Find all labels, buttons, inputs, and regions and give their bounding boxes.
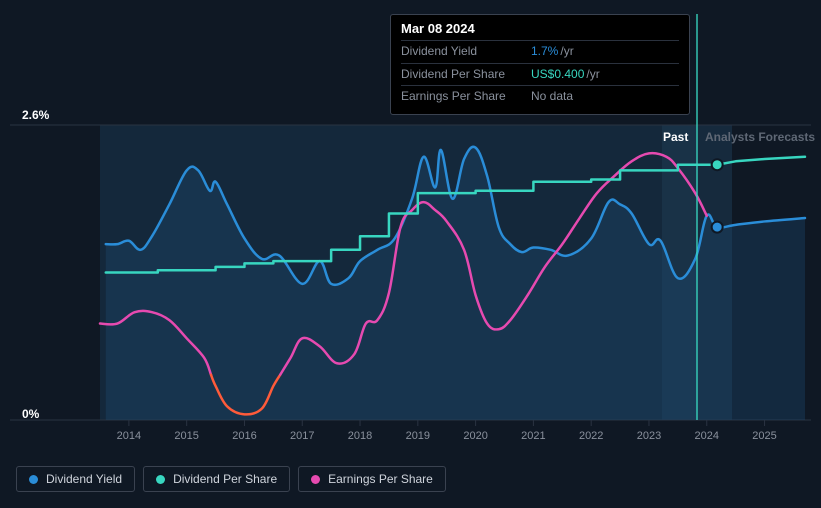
x-tick-label: 2024 [695, 430, 719, 442]
x-tick-label: 2019 [406, 430, 430, 442]
dividend-chart: 2.6% 0% Past Analysts Forecasts 2014 2015… [0, 0, 821, 508]
x-tick-label: 2018 [348, 430, 372, 442]
section-label-forecasts: Analysts Forecasts [705, 130, 815, 144]
section-label-past: Past [663, 130, 688, 144]
legend-label: Dividend Yield [46, 472, 122, 486]
tooltip-date: Mar 08 2024 [401, 21, 679, 40]
y-axis-min-label: 0% [22, 407, 39, 421]
legend-item-dividend-yield[interactable]: Dividend Yield [16, 466, 135, 492]
x-tick-label: 2022 [579, 430, 603, 442]
legend-dot-icon [311, 475, 320, 484]
tooltip-row-value: No data [531, 89, 573, 105]
tooltip-row-label: Dividend Per Share [401, 67, 531, 83]
tooltip-row-label: Dividend Yield [401, 44, 531, 60]
tooltip-row-unit: /yr [586, 67, 599, 83]
x-tick-label: 2015 [174, 430, 198, 442]
legend: Dividend Yield Dividend Per Share Earnin… [16, 466, 446, 492]
legend-item-dividend-per-share[interactable]: Dividend Per Share [143, 466, 290, 492]
y-axis-max-label: 2.6% [22, 108, 49, 122]
x-tick-label: 2025 [752, 430, 776, 442]
x-tick-label: 2020 [463, 430, 487, 442]
tooltip-row-unit: /yr [560, 44, 573, 60]
x-tick-label: 2017 [290, 430, 314, 442]
legend-label: Dividend Per Share [173, 472, 277, 486]
x-tick-label: 2016 [232, 430, 256, 442]
x-tick-label: 2021 [521, 430, 545, 442]
legend-item-earnings-per-share[interactable]: Earnings Per Share [298, 466, 446, 492]
tooltip-row-value: 1.7% [531, 44, 558, 60]
tooltip-row-value: US$0.400 [531, 67, 584, 83]
legend-dot-icon [29, 475, 38, 484]
legend-label: Earnings Per Share [328, 472, 433, 486]
tooltip-row-label: Earnings Per Share [401, 89, 531, 105]
chart-tooltip: Mar 08 2024 Dividend Yield1.7% /yrDivide… [390, 14, 690, 115]
tooltip-row: Dividend Per ShareUS$0.400 /yr [401, 63, 679, 86]
tooltip-row: Dividend Yield1.7% /yr [401, 40, 679, 63]
x-tick-label: 2023 [637, 430, 661, 442]
legend-dot-icon [156, 475, 165, 484]
tooltip-row: Earnings Per ShareNo data [401, 85, 679, 108]
x-tick-label: 2014 [117, 430, 141, 442]
